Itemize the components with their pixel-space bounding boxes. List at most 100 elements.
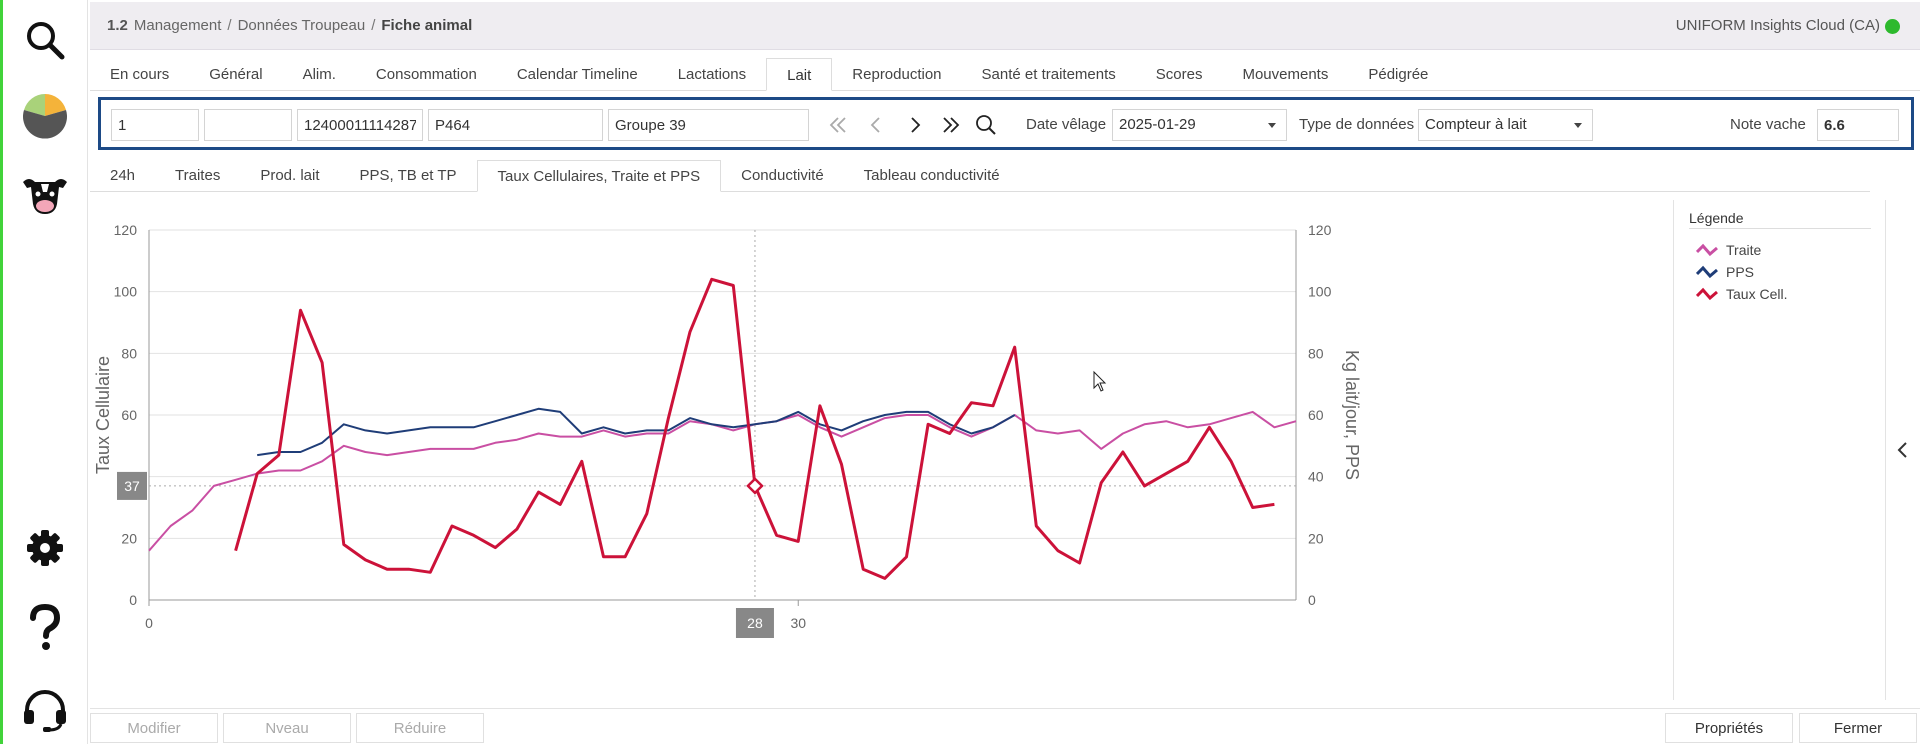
y-tick-label: 0 — [129, 592, 137, 608]
legend-label-somatic-cells: Taux Cell. — [1726, 286, 1788, 302]
chevron-down-icon — [1268, 123, 1276, 128]
tab-lait[interactable]: Lait — [766, 58, 833, 91]
subtab-tableau-conductivite[interactable]: Tableau conductivité — [863, 167, 1000, 184]
pie-chart-icon[interactable] — [17, 88, 73, 144]
breadcrumb-separator: / — [371, 17, 376, 34]
x-tick-label: 30 — [790, 615, 806, 631]
reduce-button[interactable]: Réduire — [356, 713, 484, 743]
y2-axis-title: Kg lait/jour, PPS — [1342, 350, 1362, 480]
animal-number-input[interactable] — [111, 109, 199, 141]
breadcrumb-current: Fiche animal — [381, 17, 473, 34]
help-icon[interactable] — [17, 600, 73, 656]
first-record-icon[interactable] — [823, 110, 853, 140]
tab-general[interactable]: Général — [209, 66, 263, 83]
modify-button[interactable]: Modifier — [90, 713, 218, 743]
y-tick-label: 60 — [121, 407, 137, 423]
crosshair-y-label: 37 — [124, 478, 140, 494]
calving-date-label: Date vêlage — [1026, 116, 1107, 133]
legend-divider — [1689, 228, 1871, 229]
series-line-taux-cell — [234, 277, 1275, 580]
breadcrumb-herd-data[interactable]: Données Troupeau — [237, 17, 366, 34]
legend-item-somatic-cells[interactable]: Taux Cell. — [1696, 284, 1787, 304]
group-input[interactable] — [608, 109, 809, 141]
series-line-pps — [257, 407, 1016, 457]
sidebar — [3, 0, 88, 744]
legend-label-pps: PPS — [1726, 264, 1755, 280]
y2-tick-label: 120 — [1308, 222, 1332, 238]
y-tick-label: 100 — [114, 284, 138, 300]
footer-bar: Modifier Nveau Réduire Propriétés Fermer — [90, 708, 1920, 744]
subtab-conductivite[interactable]: Conductivité — [741, 167, 824, 184]
tab-calendar-timeline[interactable]: Calendar Timeline — [516, 66, 638, 83]
tab-scores[interactable]: Scores — [1155, 66, 1203, 83]
breadcrumb-separator: / — [227, 17, 232, 34]
cow-icon[interactable] — [17, 166, 73, 222]
animal-name-input[interactable] — [428, 109, 603, 141]
y-axis-title: Taux Cellulaire — [93, 356, 113, 474]
tab-en-cours[interactable]: En cours — [110, 66, 170, 83]
y2-tick-label: 0 — [1308, 592, 1316, 608]
last-record-icon[interactable] — [936, 110, 966, 140]
legend-title: Légende — [1689, 210, 1744, 226]
connection-status-dot — [1885, 19, 1900, 34]
y2-tick-label: 20 — [1308, 530, 1324, 546]
cow-score-label: Note vache — [1730, 116, 1806, 133]
legend-label-traite: Traite — [1726, 242, 1762, 258]
calving-date-value: 2025-01-29 — [1119, 116, 1196, 133]
tab-alim[interactable]: Alim. — [302, 66, 336, 83]
tab-consommation[interactable]: Consommation — [375, 66, 477, 83]
properties-button[interactable]: Propriétés — [1665, 713, 1793, 743]
crosshair-marker — [746, 477, 764, 495]
calving-date-select[interactable]: 2025-01-29 — [1112, 109, 1287, 141]
gear-icon[interactable] — [17, 520, 73, 576]
organization-name: UNIFORM Insights Cloud (CA) — [1675, 17, 1880, 34]
y2-tick-label: 60 — [1308, 407, 1324, 423]
x-tick-label: 0 — [145, 615, 153, 631]
breadcrumb-number: 1.2 — [107, 17, 128, 34]
secondary-number-input[interactable] — [204, 109, 292, 141]
animal-toolbar: Date vêlage 2025-01-29 Type de données C… — [98, 97, 1914, 150]
new-button[interactable]: Nveau — [223, 713, 351, 743]
y-tick-label: 120 — [114, 222, 138, 238]
data-type-value: Compteur à lait — [1425, 116, 1527, 133]
tab-mouvements[interactable]: Mouvements — [1242, 66, 1329, 83]
main-tabs: En cours Général Alim. Consommation Calendar… — [90, 58, 1920, 91]
subtab-prod-lait[interactable]: Prod. lait — [260, 167, 320, 184]
milk-chart[interactable]: 002020404060608080100100120120030Taux Ce… — [90, 200, 1670, 700]
cow-score-input[interactable] — [1817, 109, 1899, 141]
y2-tick-label: 80 — [1308, 345, 1324, 361]
series-line-traite — [148, 410, 1297, 552]
previous-record-icon[interactable] — [861, 110, 891, 140]
legend-item-pps[interactable]: PPS — [1696, 262, 1754, 282]
tab-reproduction[interactable]: Reproduction — [852, 66, 942, 83]
close-button[interactable]: Fermer — [1799, 713, 1917, 743]
data-type-select[interactable]: Compteur à lait — [1418, 109, 1593, 141]
mouse-cursor — [1093, 370, 1107, 392]
tab-pedigree[interactable]: Pédigrée — [1368, 66, 1429, 83]
tab-sante-et-traitements[interactable]: Santé et traitements — [981, 66, 1116, 83]
breadcrumb-management[interactable]: Management — [133, 17, 222, 34]
crosshair-x-badge — [735, 608, 774, 638]
subtab-pps-tb-et-tp[interactable]: PPS, TB et TP — [359, 167, 457, 184]
headset-icon[interactable] — [17, 682, 73, 738]
search-animal-icon[interactable] — [971, 110, 1001, 140]
next-record-icon[interactable] — [900, 110, 930, 140]
crosshair-x-label: 28 — [747, 615, 763, 631]
animal-id-input[interactable] — [297, 109, 423, 141]
subtab-traites[interactable]: Traites — [175, 167, 221, 184]
legend-item-traite[interactable]: Traite — [1696, 240, 1761, 260]
collapse-panel-button[interactable] — [1885, 200, 1920, 700]
chart-legend: Légende Traite PPS Taux Cell. — [1673, 200, 1883, 700]
crosshair-y-badge — [117, 471, 147, 500]
y-tick-label: 20 — [121, 530, 137, 546]
chevron-left-icon — [1897, 442, 1907, 458]
search-icon[interactable] — [17, 12, 73, 68]
sub-tabs: 24h Traites Prod. lait PPS, TB et TP Taux Ce… — [90, 160, 1870, 192]
tab-lactations[interactable]: Lactations — [677, 66, 747, 83]
subtab-24h[interactable]: 24h — [110, 167, 136, 184]
data-type-label: Type de données — [1299, 116, 1415, 133]
chevron-down-icon — [1574, 123, 1582, 128]
subtab-taux-cellulaires-traite-et-pps[interactable]: Taux Cellulaires, Traite et PPS — [476, 160, 722, 192]
y-tick-label: 80 — [121, 345, 137, 361]
